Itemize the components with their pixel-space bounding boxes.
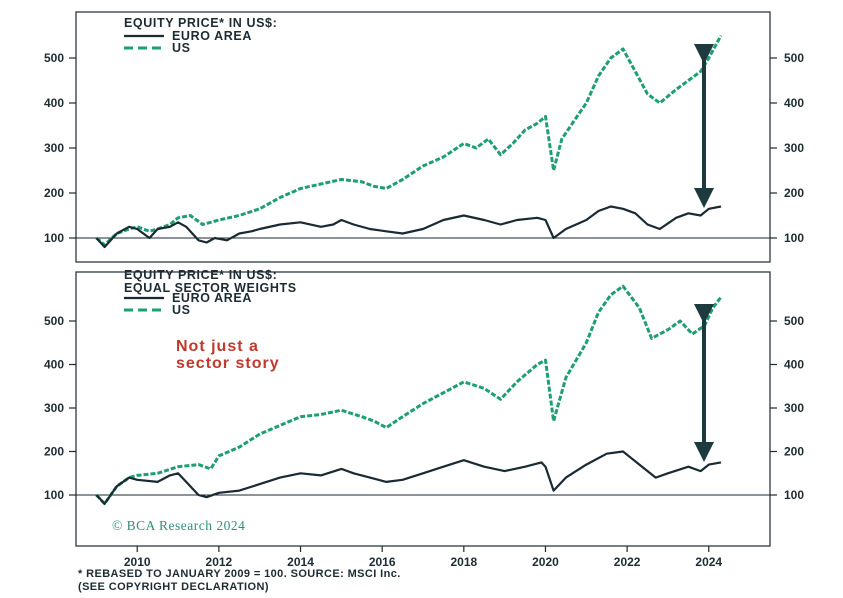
chart-subtitle: EQUAL SECTOR WEIGHTS bbox=[124, 281, 297, 295]
legend-label-euro: EURO AREA bbox=[172, 291, 252, 305]
y-tick-label-left: 300 bbox=[44, 401, 64, 415]
y-tick-label-right: 200 bbox=[784, 186, 804, 200]
y-tick-label-right: 400 bbox=[784, 96, 804, 110]
y-tick-label-left: 200 bbox=[44, 186, 64, 200]
plot-frame-bottom bbox=[75, 271, 771, 547]
y-tick-label-right: 300 bbox=[784, 141, 804, 155]
copyright-text: © BCA Research 2024 bbox=[112, 518, 245, 533]
y-ticks: 100 100 200 200 300 300 400 400 500 500 bbox=[44, 51, 804, 245]
y-tick-label-left: 400 bbox=[44, 358, 64, 372]
y-tick-label-left: 100 bbox=[44, 488, 64, 502]
annotation-line-1: Not just a bbox=[176, 338, 259, 355]
y-tick-label-left: 400 bbox=[44, 96, 64, 110]
legend-label-us: US bbox=[172, 41, 191, 55]
y-tick-label-right: 100 bbox=[784, 231, 804, 245]
y-tick-label-left: 500 bbox=[44, 314, 64, 328]
x-tick-label: 2024 bbox=[695, 555, 722, 569]
annotation-line-2: sector story bbox=[176, 355, 280, 372]
y-tick-label-right: 500 bbox=[784, 51, 804, 65]
x-ticks: 2010 2012 2014 2016 2018 2020 2022 2024 bbox=[124, 546, 722, 569]
x-tick-label: 2014 bbox=[287, 555, 314, 569]
y-tick-label-left: 300 bbox=[44, 141, 64, 155]
x-tick-label: 2020 bbox=[532, 555, 559, 569]
y-tick-label-right: 200 bbox=[784, 445, 804, 459]
y-tick-label-right: 100 bbox=[784, 488, 804, 502]
series-us-line bbox=[95, 284, 723, 506]
y-tick-label-right: 300 bbox=[784, 401, 804, 415]
plot-frame-top bbox=[75, 11, 771, 263]
footnote-line-2: (SEE COPYRIGHT DECLARATION) bbox=[78, 581, 269, 593]
legend-label-euro: EURO AREA bbox=[172, 29, 252, 43]
y-tick-label-right: 400 bbox=[784, 358, 804, 372]
x-tick-label: 2018 bbox=[450, 555, 477, 569]
footnote-line-1: * REBASED TO JANUARY 2009 = 100. SOURCE:… bbox=[78, 568, 401, 580]
y-tick-label-right: 500 bbox=[784, 314, 804, 328]
x-tick-label: 2022 bbox=[614, 555, 641, 569]
series-euro-line bbox=[95, 450, 722, 505]
x-tick-label: 2012 bbox=[206, 555, 233, 569]
panel-top: 100 100 200 200 300 300 400 400 500 500 EQUITY PR… bbox=[44, 11, 804, 263]
y-ticks: 100 100 200 200 300 300 400 400 500 500 bbox=[44, 314, 804, 502]
chart-title: EQUITY PRICE* IN US$: bbox=[124, 268, 277, 282]
x-tick-label: 2010 bbox=[124, 555, 151, 569]
chart-title: EQUITY PRICE* IN US$: bbox=[124, 16, 277, 30]
y-tick-label-left: 100 bbox=[44, 231, 64, 245]
legend-label-us: US bbox=[172, 303, 191, 317]
series-us-line bbox=[95, 34, 723, 247]
series-euro-line bbox=[95, 205, 722, 249]
y-tick-label-left: 500 bbox=[44, 51, 64, 65]
x-tick-label: 2016 bbox=[369, 555, 396, 569]
y-tick-label-left: 200 bbox=[44, 445, 64, 459]
